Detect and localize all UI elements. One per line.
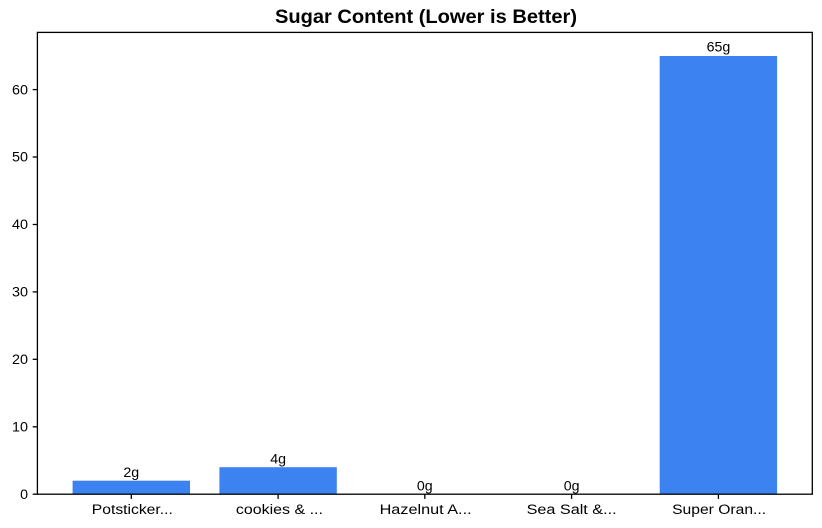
svg-text:20: 20: [12, 352, 28, 368]
svg-text:0g: 0g: [417, 478, 433, 494]
svg-text:40: 40: [12, 217, 28, 233]
svg-text:65g: 65g: [707, 40, 731, 56]
svg-text:cookies & ...: cookies & ...: [236, 502, 323, 518]
svg-text:0: 0: [20, 487, 28, 503]
svg-text:30: 30: [12, 285, 28, 301]
svg-text:60: 60: [12, 82, 28, 98]
svg-text:Potsticker...: Potsticker...: [92, 502, 173, 518]
svg-text:Sea Salt &...: Sea Salt &...: [527, 502, 617, 518]
svg-text:Hazelnut A...: Hazelnut A...: [380, 502, 472, 518]
svg-text:10: 10: [12, 420, 28, 436]
svg-text:Sugar Content (Lower is Better: Sugar Content (Lower is Better): [275, 7, 577, 28]
svg-text:2g: 2g: [123, 465, 139, 481]
svg-text:4g: 4g: [270, 451, 286, 467]
svg-text:Super Oran...: Super Oran...: [672, 502, 766, 518]
svg-text:0g: 0g: [564, 478, 580, 494]
svg-text:50: 50: [12, 150, 28, 166]
